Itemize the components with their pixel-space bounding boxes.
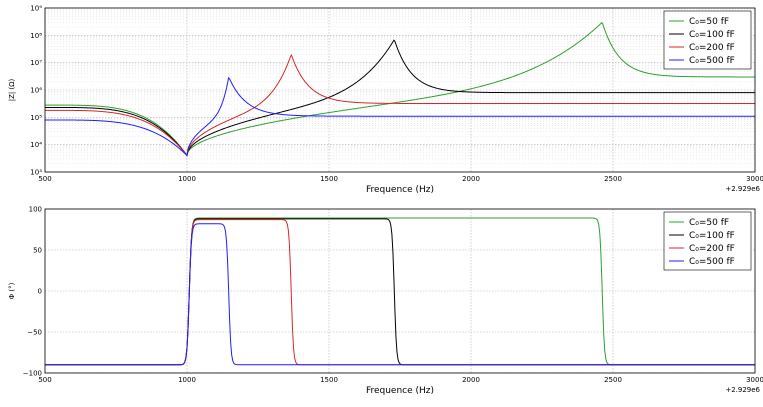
- x-tick-label: 2000: [462, 376, 480, 384]
- phase-plot-frame: [44, 208, 756, 374]
- series-line-3: [45, 76, 755, 157]
- legend-entry-label: C₀=200 fF: [689, 43, 735, 53]
- phase-y-axis-label: Φ (°): [8, 282, 16, 299]
- legend-entry-label: C₀=50 fF: [689, 218, 729, 228]
- impedance-plot: 500 1000 1500 2000 2500 3000 10³ 10⁴ 10⁵ 10⁶ 10⁷ 10…: [8, 5, 763, 196]
- x-tick-label: 2500: [604, 376, 622, 384]
- impedance-x-offset-label: +2.929e6: [725, 185, 760, 193]
- y-tick-label: 10⁸: [30, 32, 42, 40]
- series-line-2: [45, 219, 755, 366]
- impedance-y-axis-label: |Z| (Ω): [8, 78, 16, 101]
- impedance-x-axis-label: Frequence (Hz): [366, 185, 434, 195]
- impedance-legend: C₀=50 fF C₀=100 fF C₀=200 fF C₀=500 fF: [663, 10, 752, 70]
- y-tick-label: 100: [29, 206, 42, 214]
- y-tick-label: 10³: [30, 169, 42, 177]
- series-line-3: [45, 223, 755, 366]
- phase-legend: C₀=50 fF C₀=100 fF C₀=200 fF C₀=500 fF: [663, 211, 752, 271]
- x-tick-label: 500: [38, 376, 51, 384]
- phase-plot: 500 1000 1500 2000 2500 3000 −100 −50 0 50 100 Fre…: [8, 206, 763, 397]
- legend-entry-label: C₀=100 fF: [689, 30, 735, 40]
- impedance-series-group: [45, 21, 755, 157]
- series-line-1: [45, 39, 755, 157]
- legend-entry-label: C₀=100 fF: [689, 231, 735, 241]
- y-tick-label: 10⁹: [30, 5, 42, 13]
- x-tick-label: 500: [38, 175, 51, 183]
- x-tick-label: 1000: [178, 376, 196, 384]
- impedance-plot-frame: [44, 7, 756, 173]
- phase-grid: [44, 208, 756, 374]
- y-tick-label: −100: [23, 370, 42, 378]
- impedance-grid: [44, 7, 756, 173]
- y-tick-label: 50: [33, 247, 42, 255]
- legend-entry-label: C₀=500 fF: [689, 56, 735, 66]
- series-line-0: [45, 21, 755, 157]
- phase-tick-labels: 500 1000 1500 2000 2500 3000 −100 −50 0 50 100: [23, 206, 763, 385]
- x-tick-label: 2000: [462, 175, 480, 183]
- x-tick-label: 1500: [320, 175, 338, 183]
- series-line-1: [45, 218, 755, 366]
- x-tick-label: 1500: [320, 376, 338, 384]
- x-tick-label: 2500: [604, 175, 622, 183]
- y-tick-label: −50: [27, 329, 42, 337]
- y-tick-label: 10⁴: [30, 141, 42, 149]
- phase-series-group: [45, 217, 755, 366]
- legend-entry-label: C₀=50 fF: [689, 17, 729, 27]
- legend-entry-label: C₀=500 fF: [689, 257, 735, 267]
- impedance-tick-labels: 500 1000 1500 2000 2500 3000 10³ 10⁴ 10⁵ 10⁶ 10⁷ 10…: [30, 5, 763, 184]
- x-tick-label: 1000: [178, 175, 196, 183]
- phase-x-offset-label: +2.929e6: [725, 386, 760, 394]
- y-tick-label: 10⁵: [30, 114, 42, 122]
- series-line-0: [45, 217, 755, 366]
- phase-x-axis-label: Frequence (Hz): [366, 386, 434, 396]
- legend-entry-label: C₀=200 fF: [689, 244, 735, 254]
- x-tick-label: 3000: [746, 175, 763, 183]
- y-tick-label: 10⁶: [30, 87, 42, 95]
- y-tick-label: 0: [38, 288, 42, 296]
- x-tick-label: 3000: [746, 376, 763, 384]
- y-tick-label: 10⁷: [30, 59, 42, 67]
- series-line-2: [45, 54, 755, 157]
